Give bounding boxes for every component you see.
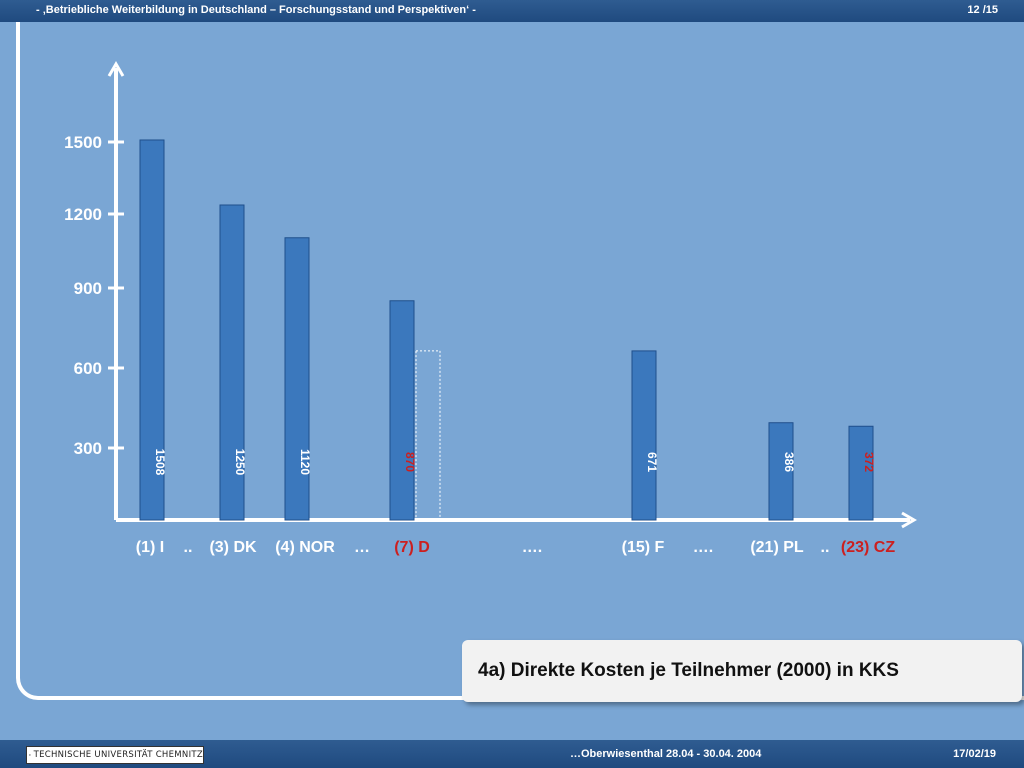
category-label: (23) CZ — [841, 539, 895, 556]
category-label: (21) PL — [750, 539, 804, 556]
bar-value-label: 1508 — [153, 449, 167, 476]
bar-value-label: 870 — [403, 452, 417, 472]
bar-15f — [631, 350, 657, 521]
category-separator: …. — [693, 539, 713, 556]
category-label: (15) F — [622, 539, 665, 556]
bar-7d — [389, 300, 415, 521]
bar-value-label: 671 — [645, 452, 659, 472]
category-label: (4) NOR — [275, 539, 335, 556]
footer-date: 17/02/19 — [953, 748, 996, 760]
category-label: (3) DK — [209, 539, 257, 556]
category-separator: .. — [184, 539, 193, 556]
y-tick-label: 1200 — [64, 205, 102, 224]
bar-4nor — [284, 237, 310, 521]
bar-value-label: 386 — [782, 452, 796, 472]
y-tick-label: 900 — [74, 279, 102, 298]
bar-3dk — [219, 204, 245, 521]
event-info: …Oberwiesenthal 28.04 - 30.04. 2004 — [570, 748, 762, 760]
category-label: (7) D — [394, 539, 430, 556]
y-axis-arrow — [107, 61, 125, 77]
university-name: TECHNISCHE UNIVERSITÄT CHEMNITZ — [33, 750, 203, 760]
y-tick-label: 600 — [74, 359, 102, 378]
university-seal-icon — [29, 754, 31, 756]
footer-bar: TECHNISCHE UNIVERSITÄT CHEMNITZ …Oberwie… — [0, 740, 1024, 768]
reference-bar-outline — [415, 350, 441, 521]
header-bar: - ‚Betriebliche Weiterbildung in Deutsch… — [0, 0, 1024, 22]
bar-21pl — [768, 422, 794, 521]
page-number: 12 /15 — [967, 4, 998, 16]
bar-value-label: 1120 — [298, 449, 312, 475]
bar-23cz — [848, 425, 874, 521]
y-tick-label: 300 — [74, 439, 102, 458]
bar-1i — [139, 139, 165, 521]
category-separator: …. — [522, 539, 542, 556]
x-axis-arrow — [901, 511, 917, 529]
presentation-title: - ‚Betriebliche Weiterbildung in Deutsch… — [36, 4, 476, 16]
university-logo: TECHNISCHE UNIVERSITÄT CHEMNITZ — [26, 746, 204, 764]
bar-value-label: 372 — [862, 452, 876, 472]
category-label: (1) I — [136, 539, 164, 556]
bar-value-label: 1250 — [233, 449, 247, 476]
category-separator: … — [354, 539, 370, 556]
slide-caption-box: 4a) Direkte Kosten je Teilnehmer (2000) … — [462, 640, 1022, 702]
y-tick-label: 1500 — [64, 133, 102, 152]
slide-caption: 4a) Direkte Kosten je Teilnehmer (2000) … — [478, 660, 899, 681]
bar-chart: 300 600 900 1200 1500 1508 1250 1120 870 671 386 37… — [64, 61, 917, 556]
category-separator: .. — [821, 539, 830, 556]
